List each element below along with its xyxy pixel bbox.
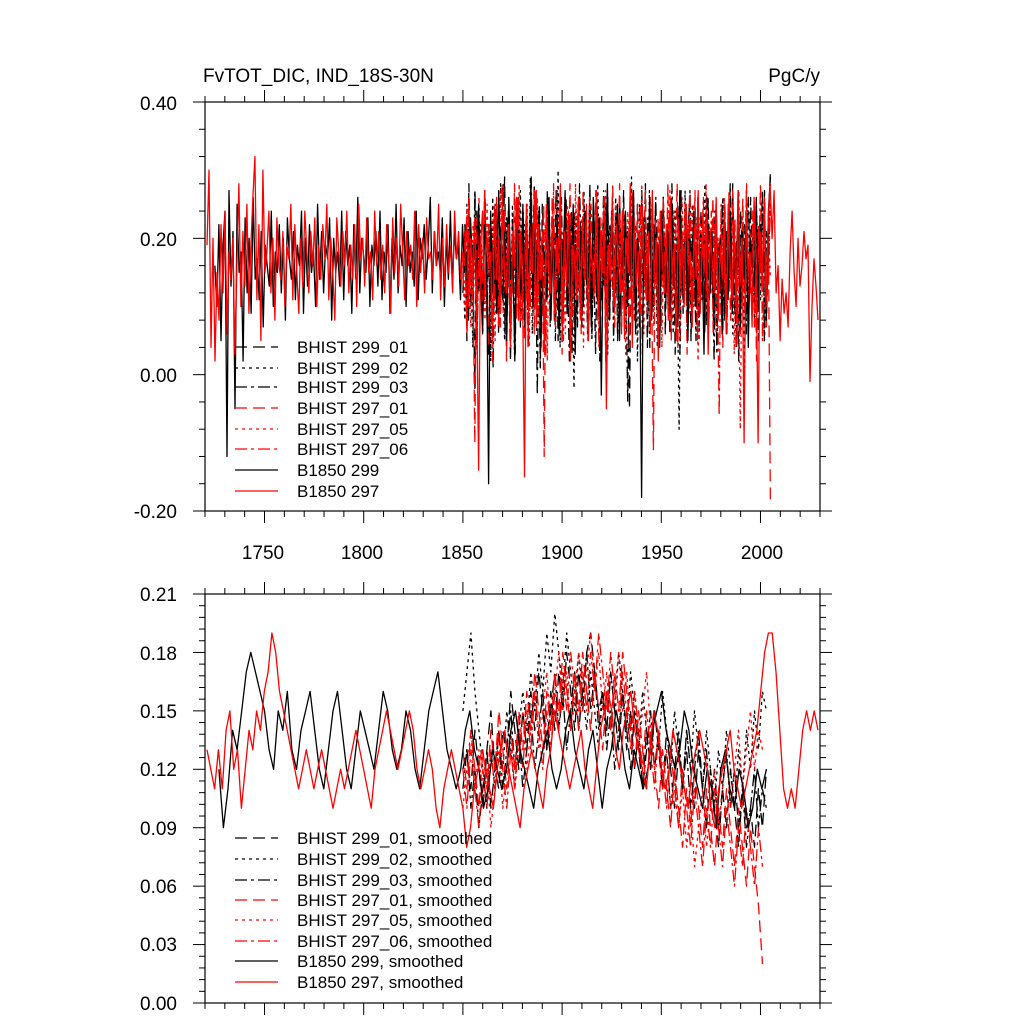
y-tick-label: 0.03 xyxy=(140,935,177,956)
bottom-legend: BHIST 299_01, smoothed BHIST 299_02, smo… xyxy=(235,829,492,992)
x-tick-label: 1750 xyxy=(242,543,284,564)
top-series-lines xyxy=(206,155,819,505)
legend-label: BHIST 297_05, smoothed xyxy=(297,911,492,930)
legend-label: BHIST 297_05 xyxy=(297,420,408,439)
top-plot-frame xyxy=(204,101,821,512)
series-line xyxy=(462,632,764,868)
legend-label: B1850 297 xyxy=(297,482,379,501)
legend-label: BHIST 299_01 xyxy=(297,338,408,357)
bottom-plot-frame xyxy=(204,593,821,1004)
series-line xyxy=(218,651,768,829)
legend-label: BHIST 299_03, smoothed xyxy=(297,871,492,890)
legend-label: BHIST 297_01 xyxy=(297,399,408,418)
series-line xyxy=(206,155,819,478)
legend-label: BHIST 299_03 xyxy=(297,378,408,397)
y-tick-label: 0.15 xyxy=(140,702,177,723)
y-tick-label: 0.06 xyxy=(140,877,177,898)
legend-label: BHIST 299_02, smoothed xyxy=(297,850,492,869)
bottom-panel: 0.21 0.18 0.15 0.12 0.09 0.06 0.03 0.00 … xyxy=(140,582,832,1015)
y-tick-label: 0.20 xyxy=(140,230,177,251)
series-line xyxy=(462,651,764,965)
y-tick-label: 0.09 xyxy=(140,819,177,840)
series-line xyxy=(462,612,768,809)
series-line xyxy=(462,651,768,848)
y-tick-label: -0.20 xyxy=(134,502,177,523)
y-tick-label: 0.00 xyxy=(140,366,177,387)
legend-label: B1850 299, smoothed xyxy=(297,952,463,971)
legend-label: BHIST 297_01, smoothed xyxy=(297,891,492,910)
chart-title: FvTOT_DIC, IND_18S-30N xyxy=(203,66,434,87)
legend-label: BHIST 299_02 xyxy=(297,359,408,378)
y-tick-label: 0.12 xyxy=(140,760,177,781)
top-axis-ticks xyxy=(193,90,832,523)
top-legend: BHIST 299_01 BHIST 299_02 BHIST 299_03 B… xyxy=(235,338,408,501)
x-tick-label: 1850 xyxy=(441,543,483,564)
y-tick-label: 0.21 xyxy=(140,585,177,606)
x-tick-label: 1900 xyxy=(541,543,583,564)
units-label: PgC/y xyxy=(768,66,820,87)
x-tick-label: 2000 xyxy=(741,543,783,564)
x-tick-label: 1950 xyxy=(641,543,683,564)
bottom-axis-ticks xyxy=(193,582,832,1015)
legend-label: BHIST 297_06, smoothed xyxy=(297,932,492,951)
y-tick-label: 0.40 xyxy=(140,94,177,115)
top-panel: FvTOT_DIC, IND_18S-30N PgC/y 0.40 0.20 0… xyxy=(134,66,832,564)
legend-label: BHIST 299_01, smoothed xyxy=(297,829,492,848)
bottom-series-lines xyxy=(206,612,819,965)
legend-label: B1850 297, smoothed xyxy=(297,973,463,992)
legend-label: B1850 299 xyxy=(297,461,379,480)
x-tick-label: 1800 xyxy=(341,543,383,564)
legend-label: BHIST 297_06 xyxy=(297,440,408,459)
series-line xyxy=(206,632,819,848)
y-tick-label: 0.00 xyxy=(140,994,177,1015)
y-tick-label: 0.18 xyxy=(140,644,177,665)
